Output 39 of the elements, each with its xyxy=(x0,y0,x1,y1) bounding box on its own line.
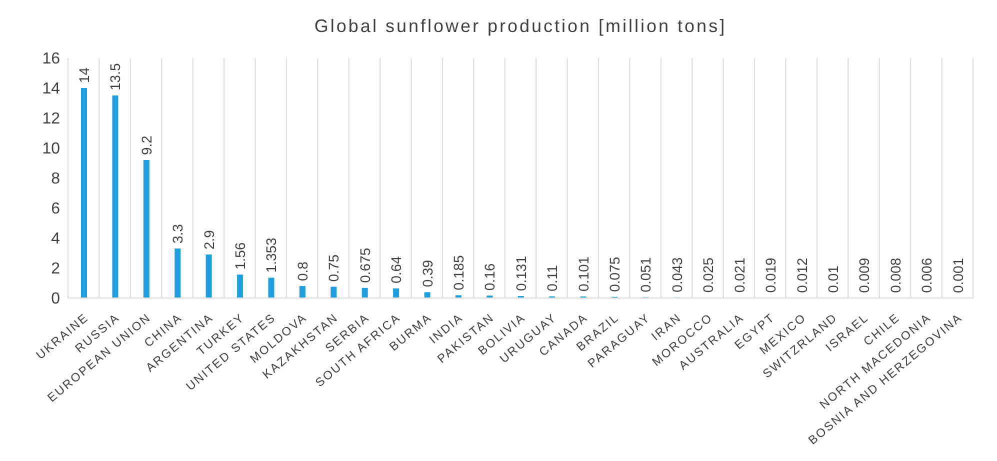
data-label: 0.001 xyxy=(950,258,966,293)
y-tick-label: 2 xyxy=(51,260,60,278)
y-tick-label: 6 xyxy=(51,200,60,218)
data-label: 0.16 xyxy=(482,263,498,291)
data-label: 0.008 xyxy=(887,258,904,293)
data-label: 13.5 xyxy=(107,63,124,90)
y-tick-label: 4 xyxy=(51,230,60,248)
data-label: 2.9 xyxy=(200,230,217,250)
data-label: 0.012 xyxy=(794,258,810,293)
y-tick-label: 16 xyxy=(42,50,60,68)
y-tick-label: 0 xyxy=(51,290,60,308)
data-label: 0.019 xyxy=(762,257,779,293)
data-label: 0.01 xyxy=(824,265,841,293)
y-tick-label: 12 xyxy=(42,110,60,128)
y-tick-label: 14 xyxy=(42,80,60,98)
y-tick-label: 10 xyxy=(42,140,60,158)
data-label: 0.675 xyxy=(356,248,373,283)
data-label: 0.8 xyxy=(294,261,310,281)
data-label: 1.56 xyxy=(232,242,248,270)
data-label: 1.353 xyxy=(263,237,280,273)
data-label: 0.101 xyxy=(575,256,592,292)
data-label: 0.009 xyxy=(856,258,872,293)
data-label: 0.075 xyxy=(606,256,623,292)
data-label: 0.75 xyxy=(326,254,342,282)
data-label: 14 xyxy=(76,67,92,83)
data-label: 0.39 xyxy=(419,260,436,288)
data-label: 0.021 xyxy=(731,257,748,293)
y-tick-label: 8 xyxy=(51,170,60,188)
data-label: 0.006 xyxy=(918,258,935,293)
data-label: 0.051 xyxy=(638,256,654,292)
data-label: 0.185 xyxy=(450,254,466,290)
data-label: 0.11 xyxy=(544,264,560,292)
data-label: 9.2 xyxy=(138,135,154,155)
data-label: 0.64 xyxy=(388,256,404,284)
data-label: 0.025 xyxy=(700,257,716,293)
chart-title: Global sunflower production [million tons] xyxy=(313,16,728,37)
data-label: 0.131 xyxy=(512,256,529,292)
data-label: 0.043 xyxy=(668,257,685,292)
data-label: 3.3 xyxy=(170,224,186,244)
